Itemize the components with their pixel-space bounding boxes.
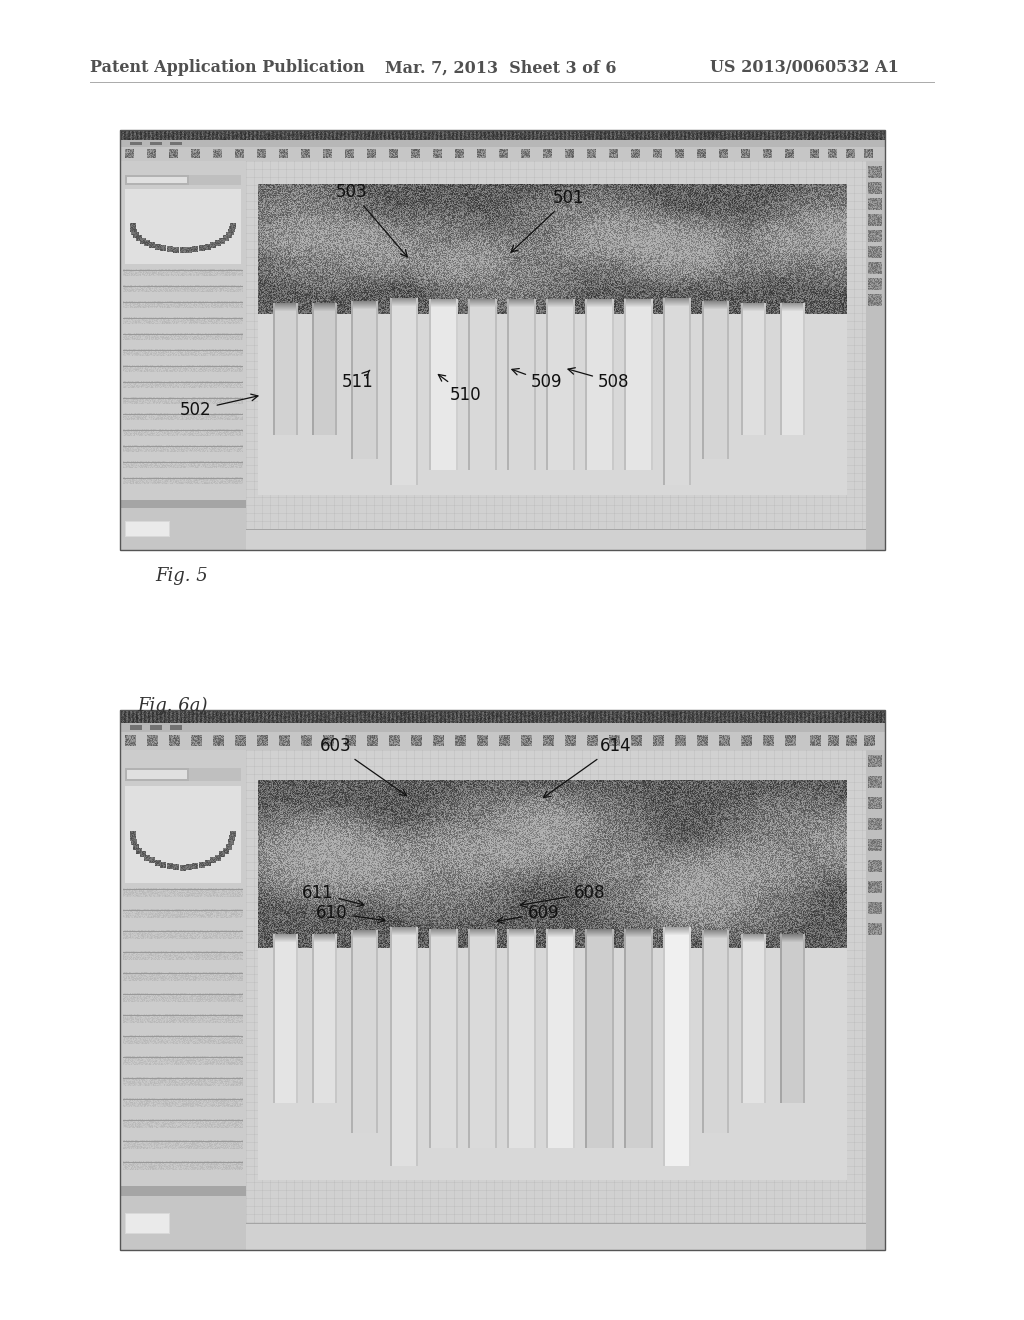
Bar <box>120 710 885 1250</box>
Text: 501: 501 <box>511 189 585 252</box>
Text: Fig. 6a): Fig. 6a) <box>137 697 208 715</box>
Text: 614: 614 <box>544 737 632 797</box>
Text: 509: 509 <box>512 368 562 391</box>
Text: 508: 508 <box>568 368 630 391</box>
Text: 608: 608 <box>520 884 605 907</box>
Text: 510: 510 <box>438 375 481 404</box>
Text: US 2013/0060532 A1: US 2013/0060532 A1 <box>710 59 899 77</box>
Text: 511: 511 <box>342 370 374 391</box>
Text: Mar. 7, 2013  Sheet 3 of 6: Mar. 7, 2013 Sheet 3 of 6 <box>385 59 616 77</box>
Text: 611: 611 <box>302 884 364 907</box>
Bar <box>120 129 885 550</box>
Text: 503: 503 <box>336 183 408 257</box>
Text: 502: 502 <box>180 395 258 418</box>
Text: Fig. 5: Fig. 5 <box>155 568 208 585</box>
Text: 603: 603 <box>319 737 407 796</box>
Text: 609: 609 <box>497 904 559 924</box>
Text: Patent Application Publication: Patent Application Publication <box>90 59 365 77</box>
Text: 610: 610 <box>316 904 385 923</box>
